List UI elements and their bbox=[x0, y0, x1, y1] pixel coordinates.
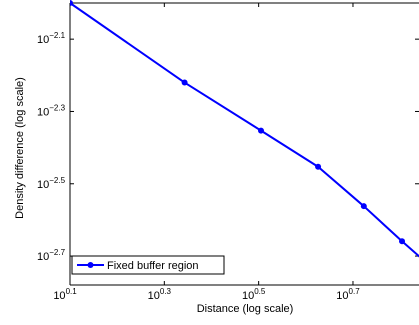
legend-marker bbox=[87, 262, 94, 268]
y-axis-label: Density difference (log scale) bbox=[14, 77, 26, 219]
y-tick-label: 10−2.7 bbox=[37, 248, 66, 263]
data-point bbox=[181, 79, 188, 86]
data-point bbox=[315, 163, 322, 170]
series-layer bbox=[70, 0, 419, 258]
axis-ticks: 100.1 100.3 100.5 100.7 10−2.1 10−2.3 10−2.5 10… bbox=[37, 3, 419, 302]
x-axis-label: Distance (log scale) bbox=[197, 303, 294, 315]
x-tick-label: 100.1 bbox=[53, 287, 77, 302]
legend-entry: Fixed buffer region bbox=[107, 260, 199, 272]
plot-area bbox=[69, 2, 419, 286]
data-point bbox=[399, 238, 406, 245]
data-point bbox=[360, 203, 367, 210]
x-tick-label: 100.7 bbox=[336, 287, 360, 302]
x-tick-label: 100.3 bbox=[148, 287, 172, 302]
y-tick-label: 10−2.1 bbox=[37, 31, 66, 46]
y-tick-label: 10−2.3 bbox=[37, 103, 66, 118]
data-point bbox=[70, 0, 73, 6]
x-tick-label: 100.5 bbox=[242, 287, 266, 302]
legend-box bbox=[71, 255, 225, 275]
data-point bbox=[258, 127, 265, 134]
y-tick-label: 10−2.5 bbox=[37, 176, 66, 191]
legend: Fixed buffer region bbox=[71, 255, 225, 275]
series-line bbox=[70, 2, 419, 258]
